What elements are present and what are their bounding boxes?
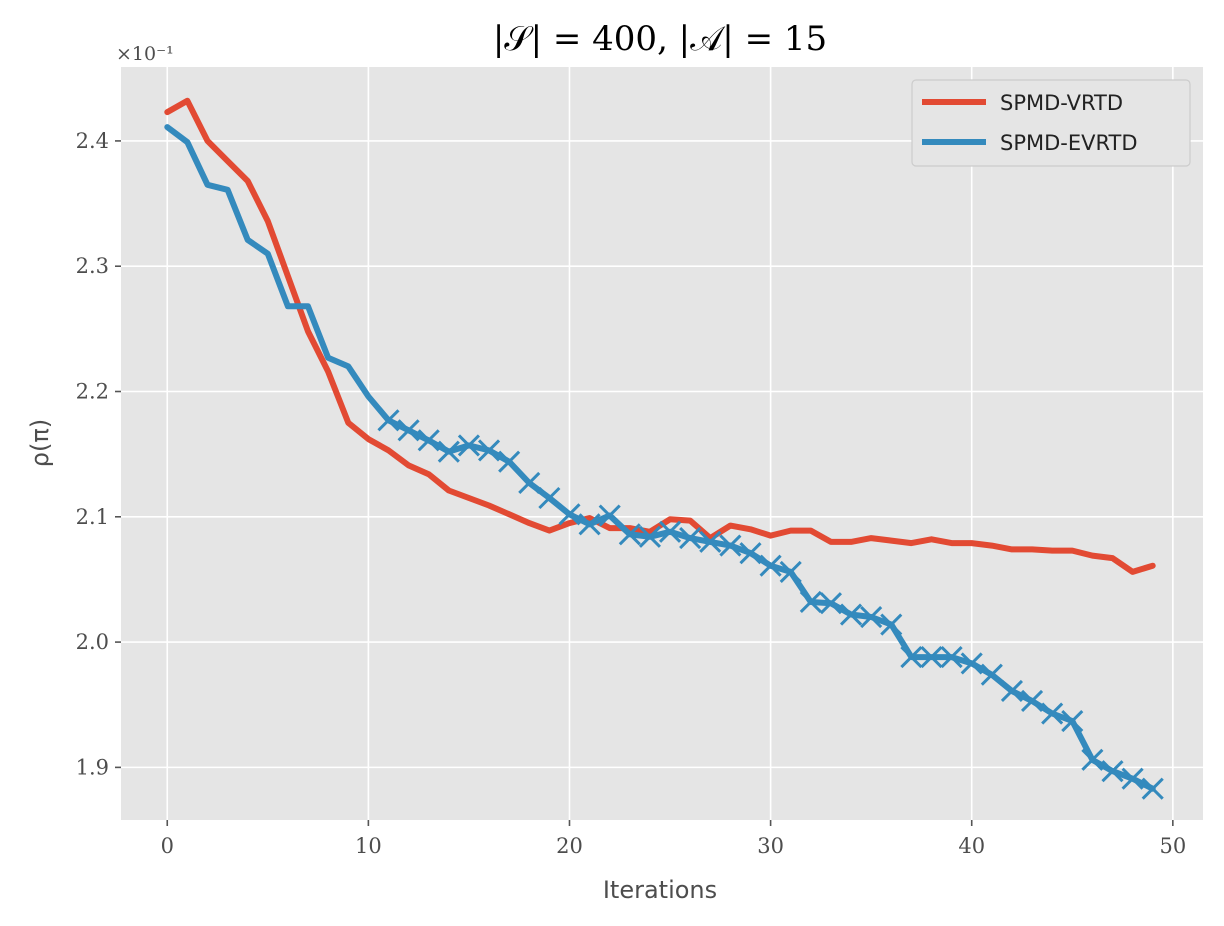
data-point-marker-spmd-evrtd [759, 554, 782, 577]
data-point-marker-spmd-evrtd [618, 523, 641, 546]
data-point-marker-spmd-evrtd [397, 419, 420, 442]
data-point-marker-spmd-evrtd [1041, 702, 1064, 725]
data-point-marker-spmd-evrtd [558, 503, 581, 526]
data-point-marker-spmd-evrtd [779, 560, 802, 583]
data-point-marker-spmd-evrtd [638, 525, 661, 548]
data-point-marker-spmd-evrtd [739, 542, 762, 565]
x-tick-label: 20 [556, 834, 583, 858]
data-point-marker-spmd-evrtd [417, 429, 440, 452]
data-point-marker-spmd-evrtd [719, 534, 742, 557]
y-tick-label: 1.9 [76, 755, 109, 779]
x-tick-label: 30 [757, 834, 784, 858]
x-tick-label: 40 [958, 834, 985, 858]
x-tick-label: 10 [355, 834, 382, 858]
y-axis-ticks: 1.9 2.0 2.1 2.2 2.3 2.4 [76, 129, 121, 779]
data-point-marker-spmd-evrtd [1081, 748, 1104, 771]
x-tick-label: 0 [161, 834, 174, 858]
data-point-marker-spmd-evrtd [980, 663, 1003, 686]
data-point-marker-spmd-evrtd [940, 646, 963, 669]
y-axis-label: ρ(π) [26, 419, 54, 467]
data-point-marker-spmd-evrtd [1020, 689, 1044, 713]
x-axis-label: Iterations [603, 876, 717, 904]
data-point-marker-spmd-evrtd [880, 613, 903, 636]
y-tick-label: 2.4 [76, 129, 109, 153]
legend-label-spmd-vrtd: SPMD-VRTD [1000, 91, 1123, 115]
y-tick-label: 2.3 [76, 254, 109, 278]
y-tick-label: 2.0 [76, 630, 109, 654]
data-point-marker-spmd-evrtd [1101, 760, 1124, 783]
y-offset-label: ×10⁻¹ [116, 43, 174, 65]
y-tick-label: 2.1 [76, 505, 109, 529]
data-point-marker-spmd-evrtd [578, 513, 601, 536]
y-tick-label: 2.2 [76, 380, 109, 404]
data-point-marker-spmd-evrtd [839, 603, 863, 626]
data-point-marker-spmd-evrtd [457, 434, 480, 457]
x-axis-ticks: 0 10 20 30 40 50 [161, 820, 1186, 858]
legend-label-spmd-evrtd: SPMD-EVRTD [1000, 131, 1138, 155]
data-point-marker-spmd-evrtd [1000, 679, 1024, 703]
chart-title: |𝒮| = 400, |𝒜| = 15 [493, 19, 827, 59]
data-point-marker-spmd-evrtd [437, 440, 460, 463]
data-point-marker-spmd-evrtd [598, 504, 621, 527]
data-point-marker-spmd-evrtd [799, 590, 822, 614]
data-point-marker-spmd-evrtd [900, 646, 923, 669]
data-point-marker-spmd-evrtd [699, 530, 722, 553]
data-point-marker-spmd-evrtd [920, 646, 943, 669]
data-point-marker-spmd-evrtd [1061, 709, 1084, 733]
data-point-marker-spmd-evrtd [819, 592, 842, 615]
data-point-marker-spmd-evrtd [860, 605, 883, 629]
data-point-marker-spmd-evrtd [477, 439, 501, 462]
data-point-marker-spmd-evrtd [960, 652, 983, 675]
data-point-marker-spmd-evrtd [538, 486, 561, 510]
data-point-marker-spmd-evrtd [658, 520, 682, 543]
x-tick-label: 50 [1159, 834, 1186, 858]
data-point-marker-spmd-evrtd [377, 409, 400, 432]
data-point-marker-spmd-evrtd [1141, 777, 1164, 800]
data-point-marker-spmd-evrtd [518, 471, 541, 495]
data-point-marker-spmd-evrtd [498, 450, 521, 473]
data-point-marker-spmd-evrtd [679, 527, 702, 550]
x-gridlines [166, 67, 1174, 820]
data-point-marker-spmd-evrtd [1121, 767, 1144, 790]
series-layer [164, 97, 1164, 800]
legend: SPMD-VRTD SPMD-EVRTD [911, 79, 1191, 167]
series-line-spmd-vrtd [164, 97, 1156, 575]
